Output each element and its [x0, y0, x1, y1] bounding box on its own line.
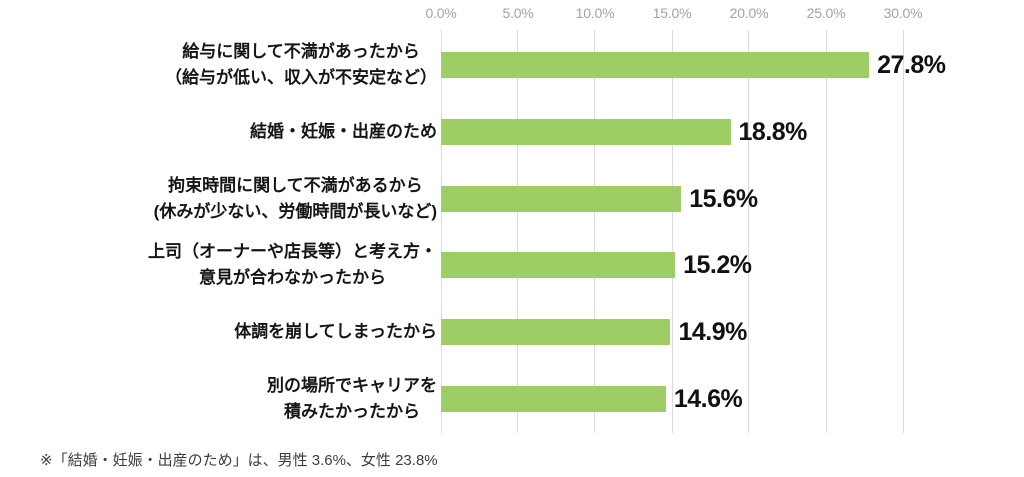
gridline [671, 30, 673, 433]
value-label: 14.6% [673, 384, 743, 413]
x-axis-tick-5: 25.0% [806, 5, 846, 21]
value-label: 18.8% [738, 117, 808, 146]
plot-area [440, 30, 904, 433]
category-label-text: 結婚・妊娠・出産のため [250, 122, 437, 141]
bar-career-elsewhere [441, 386, 666, 412]
chart-row: 体調を崩してしまったから 14.9% [0, 299, 1024, 365]
category-label: 体調を崩してしまったから [0, 299, 437, 365]
category-label: 別の場所でキャリアを 積みたかったから [0, 366, 437, 432]
bar-marriage-pregnancy [441, 119, 731, 145]
x-axis-tick-4: 20.0% [729, 5, 769, 21]
chart-row: 給与に関して不満があったから （給与が低い、収入が不安定など） 27.8% [0, 32, 1024, 98]
value-label: 14.9% [678, 317, 747, 346]
category-label-text: 給与に関して不満があったから （給与が低い、収入が不安定など） [165, 42, 437, 87]
category-label: 結婚・妊娠・出産のため [0, 99, 437, 165]
x-axis-tick-3: 15.0% [652, 5, 692, 21]
bar-salary-dissatisfaction [441, 52, 870, 78]
x-axis-tick-0: 0.0% [425, 5, 457, 21]
chart-row: 結婚・妊娠・出産のため 18.8% [0, 99, 1024, 165]
chart-row: 拘束時間に関して不満があるから (休みが少ない、労働時間が長いなど) 15.6% [0, 166, 1024, 232]
category-label-text: 拘束時間に関して不満があるから (休みが少ない、労働時間が長いなど) [153, 176, 437, 221]
value-label: 15.2% [683, 250, 752, 279]
footnote: ※「結婚・妊娠・出産のため」は、男性 3.6%、女性 23.8% [40, 452, 438, 469]
category-label-text: 別の場所でキャリアを 積みたかったから [267, 376, 437, 421]
bar-disagreement-with-boss [441, 252, 676, 278]
category-label: 拘束時間に関して不満があるから (休みが少ない、労働時間が長いなど) [0, 166, 437, 232]
gridline [748, 30, 750, 433]
chart-row: 上司（オーナーや店長等）と考え方・ 意見が合わなかったから 15.2% [0, 232, 1024, 298]
gridline [594, 30, 596, 433]
x-axis-tick-2: 10.0% [575, 5, 615, 21]
bar-health-problems [441, 319, 671, 345]
x-axis-tick-6: 30.0% [883, 5, 923, 21]
chart-row: 別の場所でキャリアを 積みたかったから 14.6% [0, 366, 1024, 432]
gridline [825, 30, 827, 433]
gridline [902, 30, 904, 433]
gridline [440, 30, 442, 433]
category-label: 上司（オーナーや店長等）と考え方・ 意見が合わなかったから [0, 232, 437, 298]
gridline [517, 30, 519, 433]
category-label: 給与に関して不満があったから （給与が低い、収入が不安定など） [0, 32, 437, 98]
category-label-text: 上司（オーナーや店長等）と考え方・ 意見が合わなかったから [148, 242, 437, 287]
value-label: 27.8% [877, 50, 946, 79]
category-label-text: 体調を崩してしまったから [234, 322, 437, 341]
x-axis-tick-1: 5.0% [502, 5, 534, 21]
bar-working-hours [441, 186, 682, 212]
value-label: 15.6% [689, 184, 758, 213]
